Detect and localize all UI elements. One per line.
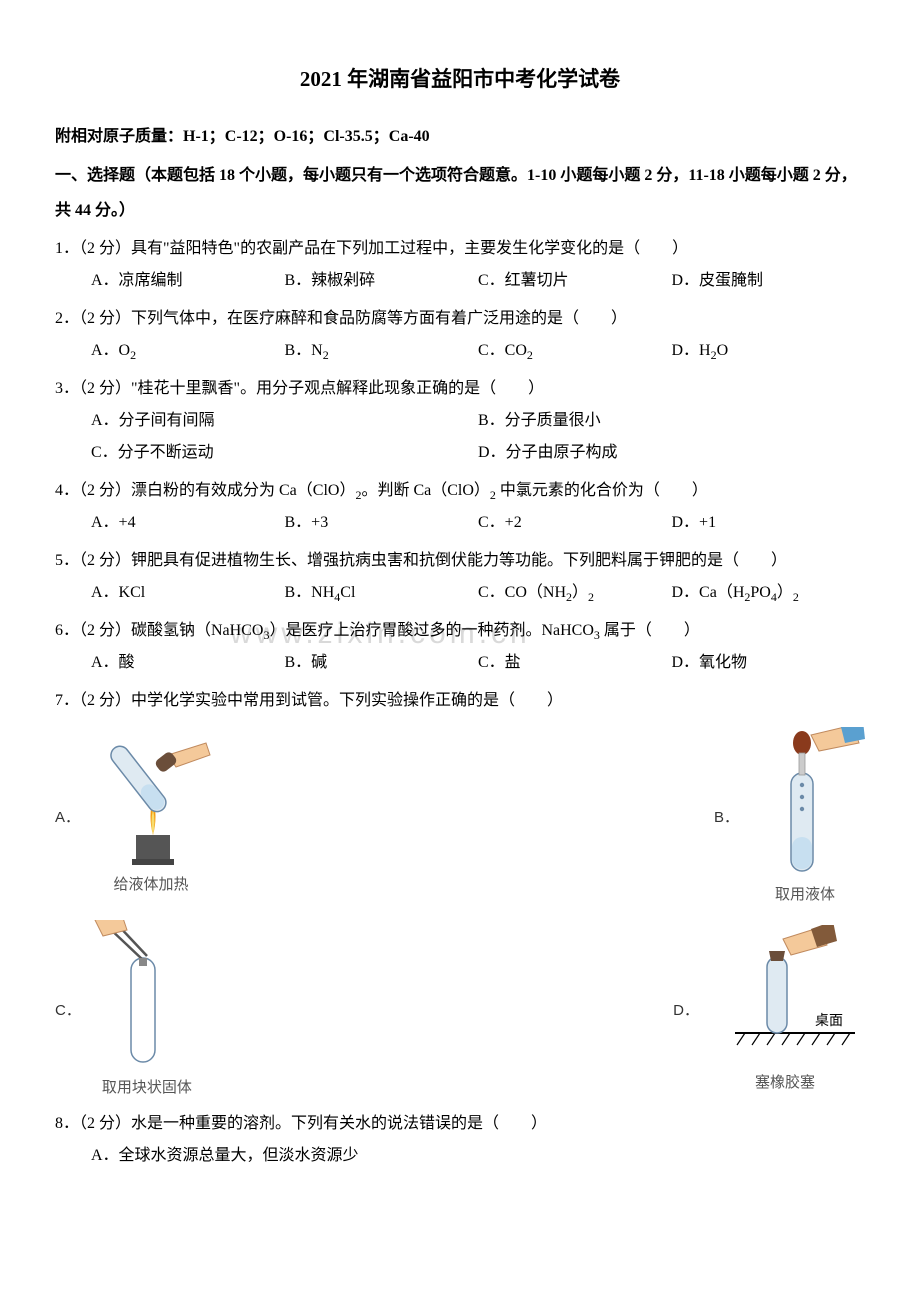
q4-mid: 。判断 Ca（ClO） <box>361 482 489 499</box>
q8-text: 8．（2 分）水是一种重要的溶剂。下列有关水的说法错误的是（ ） <box>55 1108 865 1140</box>
q7-lab-b: B． <box>714 804 739 833</box>
question-2: 2．（2 分）下列气体中，在医疗麻醉和食品防腐等方面有着广泛用途的是（ ） A．… <box>55 303 865 367</box>
desk-label: 桌面 <box>815 1013 843 1029</box>
q2-c-sub: 2 <box>527 348 533 362</box>
q2-opt-a: A．O2 <box>91 335 285 367</box>
question-8: 8．（2 分）水是一种重要的溶剂。下列有关水的说法错误的是（ ） A．全球水资源… <box>55 1108 865 1172</box>
stopper-desk-icon: 桌面 <box>705 925 865 1065</box>
q4-opt-a: A．+4 <box>91 507 285 539</box>
q3-opt-c: C．分子不断运动 <box>91 437 478 469</box>
q4-opt-c: C．+2 <box>478 507 672 539</box>
q5-d-mid: PO <box>750 584 770 601</box>
q6-opt-d: D．氧化物 <box>672 647 866 679</box>
q2-opt-c: C．CO2 <box>478 335 672 367</box>
q5-d-mid2: ） <box>777 584 793 601</box>
q1-text: 1．（2 分）具有"益阳特色"的农副产品在下列加工过程中，主要发生化学变化的是（… <box>55 233 865 265</box>
dropper-liquid-icon <box>745 727 865 877</box>
q5-opt-b: B．NH4Cl <box>285 577 479 609</box>
q3-opt-a: A．分子间有间隔 <box>91 405 478 437</box>
section-header: 一、选择题（本题包括 18 个小题，每小题只有一个选项符合题意。1-10 小题每… <box>55 158 865 228</box>
question-3: 3．（2 分）"桂花十里飘香"。用分子观点解释此现象正确的是（ ） A．分子间有… <box>55 373 865 469</box>
q6-pre: 6．（2 分）碳酸氢钠（NaHCO <box>55 622 263 639</box>
q7-fig-b: B． 取用液体 <box>714 727 865 910</box>
q5-opt-c: C．CO（NH2）2 <box>478 577 672 609</box>
page-title: 2021 年湖南省益阳市中考化学试卷 <box>55 60 865 100</box>
q2-text: 2．（2 分）下列气体中，在医疗麻醉和食品防腐等方面有着广泛用途的是（ ） <box>55 303 865 335</box>
q2-b-sub: 2 <box>323 348 329 362</box>
q2-d-pre: D．H <box>672 342 711 359</box>
q6-opt-a: A．酸 <box>91 647 285 679</box>
q5-c-sub2: 2 <box>588 590 594 604</box>
q7-lab-d: D． <box>673 997 699 1026</box>
q5-d-pre: D．Ca（H <box>672 584 745 601</box>
question-4: 4．（2 分）漂白粉的有效成分为 Ca（ClO）2。判断 Ca（ClO）2 中氯… <box>55 475 865 539</box>
q7-fig-d: D． 桌面 <box>673 920 865 1103</box>
q7-text: 7．（2 分）中学化学实验中常用到试管。下列实验操作正确的是（ ） <box>55 685 865 717</box>
q2-d-tail: O <box>717 342 729 359</box>
q7-cap-d: 塞橡胶塞 <box>755 1069 815 1098</box>
q5-opt-a: A．KCl <box>91 577 285 609</box>
q3-opt-b: B．分子质量很小 <box>478 405 865 437</box>
q4-text: 4．（2 分）漂白粉的有效成分为 Ca（ClO）2。判断 Ca（ClO）2 中氯… <box>55 475 865 507</box>
q7-lab-c: C． <box>55 997 81 1026</box>
q5-b-pre: B．NH <box>285 584 335 601</box>
q6-opt-c: C．盐 <box>478 647 672 679</box>
q6-post: 属于（ ） <box>600 622 700 639</box>
q7-cap-b: 取用液体 <box>775 881 835 910</box>
q3-opt-d: D．分子由原子构成 <box>478 437 865 469</box>
q1-opt-c: C．红薯切片 <box>478 265 672 297</box>
q2-opt-b: B．N2 <box>285 335 479 367</box>
q2-opt-d: D．H2O <box>672 335 866 367</box>
q5-b-tail: Cl <box>340 584 355 601</box>
q2-c-pre: C．CO <box>478 342 527 359</box>
question-1: 1．（2 分）具有"益阳特色"的农副产品在下列加工过程中，主要发生化学变化的是（… <box>55 233 865 297</box>
q4-pre: 4．（2 分）漂白粉的有效成分为 Ca（ClO） <box>55 482 355 499</box>
forceps-solid-icon <box>87 920 207 1070</box>
q7-cap-a: 给液体加热 <box>114 871 189 900</box>
q5-text: 5．（2 分）钾肥具有促进植物生长、增强抗病虫害和抗倒伏能力等功能。下列肥料属于… <box>55 545 865 577</box>
q4-opt-b: B．+3 <box>285 507 479 539</box>
q6-opt-b: B．碱 <box>285 647 479 679</box>
heating-liquid-icon <box>86 737 216 867</box>
question-5: 5．（2 分）钾肥具有促进植物生长、增强抗病虫害和抗倒伏能力等功能。下列肥料属于… <box>55 545 865 609</box>
q7-fig-a: A． 给液体加热 <box>55 727 216 910</box>
q5-c-pre: C．CO（NH <box>478 584 566 601</box>
q2-b-pre: B．N <box>285 342 323 359</box>
q2-a-sub: 2 <box>130 348 136 362</box>
q1-opt-b: B．辣椒剁碎 <box>285 265 479 297</box>
q6-text: 6．（2 分）碳酸氢钠（NaHCO3）是医疗上治疗胃酸过多的一种药剂。NaHCO… <box>55 615 865 647</box>
q8-opt-a: A．全球水资源总量大，但淡水资源少 <box>91 1140 865 1172</box>
q1-opt-d: D．皮蛋腌制 <box>672 265 866 297</box>
q7-cap-c: 取用块状固体 <box>102 1074 192 1103</box>
q2-a-pre: A．O <box>91 342 130 359</box>
q4-opt-d: D．+1 <box>672 507 866 539</box>
q1-opt-a: A．凉席编制 <box>91 265 285 297</box>
q5-c-mid: ） <box>572 584 588 601</box>
q7-lab-a: A． <box>55 804 80 833</box>
q3-text: 3．（2 分）"桂花十里飘香"。用分子观点解释此现象正确的是（ ） <box>55 373 865 405</box>
q7-row2: C． 取用块状固体 D． <box>55 920 865 1103</box>
q4-post: 中氯元素的化合价为（ ） <box>496 482 708 499</box>
question-6: 6．（2 分）碳酸氢钠（NaHCO3）是医疗上治疗胃酸过多的一种药剂。NaHCO… <box>55 615 865 679</box>
q5-opt-d: D．Ca（H2PO4）2 <box>672 577 866 609</box>
atomic-mass-line: 附相对原子质量：H-1；C-12；O-16；Cl-35.5；Ca-40 <box>55 122 865 152</box>
q7-row1: A． 给液体加热 B． <box>55 727 865 910</box>
q6-mid: ）是医疗上治疗胃酸过多的一种药剂。NaHCO <box>269 622 593 639</box>
q7-fig-c: C． 取用块状固体 <box>55 920 207 1103</box>
q5-d-sub3: 2 <box>793 590 799 604</box>
question-7: 7．（2 分）中学化学实验中常用到试管。下列实验操作正确的是（ ） A． <box>55 685 865 1102</box>
